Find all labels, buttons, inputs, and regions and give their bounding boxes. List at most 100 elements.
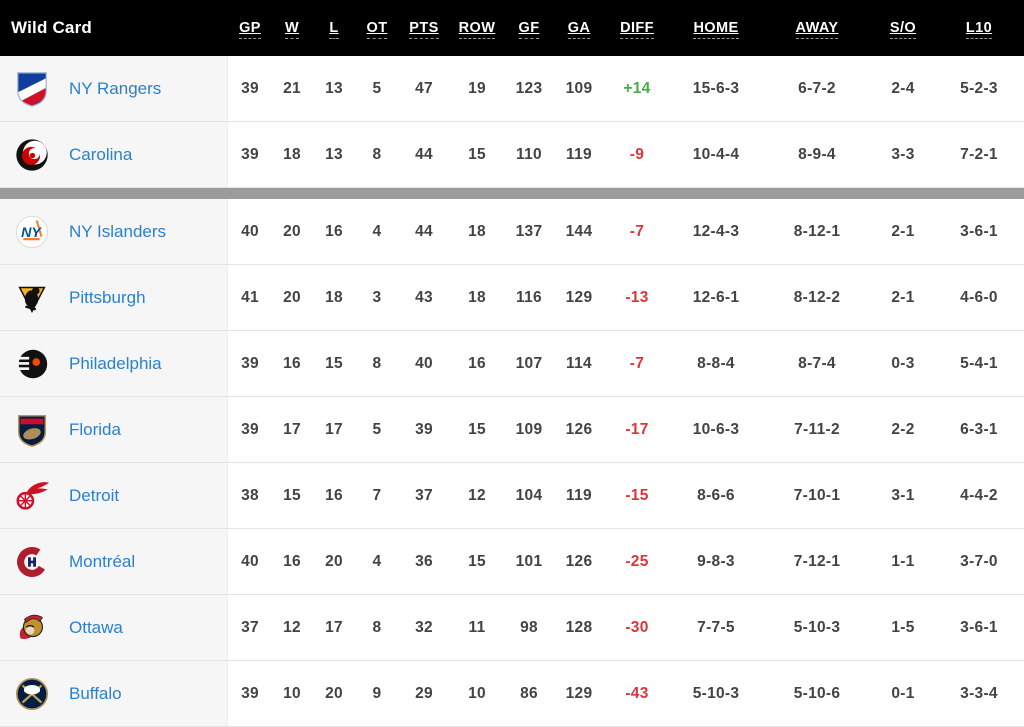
stat-row: 10 <box>468 684 486 702</box>
stat-gf: 109 <box>515 420 543 438</box>
col-header-l[interactable]: L <box>312 20 356 39</box>
stat-pts: 36 <box>415 552 433 570</box>
stat-ot: 5 <box>372 79 382 97</box>
team-link-ottawa[interactable]: Ottawa <box>69 617 123 637</box>
stat-away: 7-12-1 <box>793 552 841 570</box>
stat-ga: 129 <box>565 684 593 702</box>
col-header-gp-label[interactable]: GP <box>239 20 261 39</box>
stat-row: 11 <box>468 618 486 636</box>
col-header-home[interactable]: HOME <box>670 20 762 39</box>
stat-l: 16 <box>325 486 343 504</box>
stat-gp: 39 <box>241 145 259 163</box>
team-link-carolina[interactable]: Carolina <box>69 144 133 164</box>
col-header-ot[interactable]: OT <box>356 20 398 39</box>
table-row: Ottawa 37 12 17 8 32 11 98 128 -30 7-7-5… <box>0 595 1024 661</box>
col-header-row[interactable]: ROW <box>450 20 504 39</box>
table-row: Detroit 38 15 16 7 37 12 104 119 -15 8-6… <box>0 463 1024 529</box>
table-title: Wild Card <box>11 18 92 37</box>
team-link-pittsburgh[interactable]: Pittsburgh <box>69 287 146 307</box>
carolina-hurricanes-logo <box>13 136 51 174</box>
col-header-pts[interactable]: PTS <box>398 20 450 39</box>
col-header-pts-label[interactable]: PTS <box>409 20 439 39</box>
col-header-ot-label[interactable]: OT <box>366 20 388 39</box>
stat-w: 21 <box>283 79 301 97</box>
col-header-l10-label[interactable]: L10 <box>965 20 993 39</box>
team-cell-pittsburgh[interactable]: Pittsburgh <box>0 265 228 330</box>
stat-ot: 4 <box>372 222 382 240</box>
team-link-ny-rangers[interactable]: NY Rangers <box>69 78 162 98</box>
stat-w: 20 <box>283 222 301 240</box>
col-header-diff[interactable]: DIFF <box>604 20 670 39</box>
table-row: Florida 39 17 17 5 39 15 109 126 -17 10-… <box>0 397 1024 463</box>
detroit-red-wings-logo <box>13 477 51 515</box>
col-header-so-label[interactable]: S/O <box>889 20 917 39</box>
team-cell-montreal[interactable]: Montréal <box>0 529 228 594</box>
stat-home: 15-6-3 <box>692 79 740 97</box>
col-header-w[interactable]: W <box>272 20 312 39</box>
col-header-home-label[interactable]: HOME <box>693 20 739 39</box>
team-link-buffalo[interactable]: Buffalo <box>69 683 122 703</box>
col-header-away[interactable]: AWAY <box>762 20 872 39</box>
team-cell-philadelphia[interactable]: Philadelphia <box>0 331 228 396</box>
stat-row: 19 <box>468 79 486 97</box>
stat-pts: 39 <box>415 420 433 438</box>
stat-l10: 3-7-0 <box>960 552 998 570</box>
stat-diff: -25 <box>625 552 649 570</box>
stat-ot: 7 <box>372 486 382 504</box>
table-row: Montréal 40 16 20 4 36 15 101 126 -25 9-… <box>0 529 1024 595</box>
stat-l10: 5-2-3 <box>960 79 998 97</box>
stat-away: 8-7-4 <box>798 354 836 372</box>
stat-l10: 3-6-1 <box>960 222 998 240</box>
stat-ga: 128 <box>565 618 593 636</box>
team-link-florida[interactable]: Florida <box>69 419 121 439</box>
col-header-so[interactable]: S/O <box>872 20 934 39</box>
stat-home: 7-7-5 <box>697 618 735 636</box>
stat-ga: 114 <box>566 354 592 372</box>
stat-gp: 39 <box>241 79 259 97</box>
stat-row: 15 <box>468 145 486 163</box>
col-header-gp[interactable]: GP <box>228 20 272 39</box>
col-header-l10[interactable]: L10 <box>934 20 1024 39</box>
stat-l10: 4-6-0 <box>960 288 998 306</box>
col-header-l-label[interactable]: L <box>329 20 339 39</box>
team-cell-buffalo[interactable]: Buffalo <box>0 661 228 726</box>
col-header-ga-label[interactable]: GA <box>567 20 591 39</box>
team-link-montreal[interactable]: Montréal <box>69 551 136 571</box>
stat-so: 0-1 <box>891 684 915 702</box>
col-header-gf-label[interactable]: GF <box>518 20 540 39</box>
col-header-away-label[interactable]: AWAY <box>795 20 839 39</box>
team-link-detroit[interactable]: Detroit <box>69 485 120 505</box>
col-header-gf[interactable]: GF <box>504 20 554 39</box>
team-link-philadelphia[interactable]: Philadelphia <box>69 353 162 373</box>
buffalo-sabres-logo <box>13 675 51 713</box>
team-cell-detroit[interactable]: Detroit <box>0 463 228 528</box>
stat-diff: -15 <box>625 486 649 504</box>
stat-so: 2-1 <box>891 288 915 306</box>
stat-so: 1-1 <box>891 552 915 570</box>
team-cell-carolina[interactable]: Carolina <box>0 122 228 187</box>
stat-gp: 38 <box>241 486 259 504</box>
col-header-w-label[interactable]: W <box>284 20 300 39</box>
col-header-diff-label[interactable]: DIFF <box>620 20 654 39</box>
stat-ot: 5 <box>372 420 382 438</box>
team-cell-ny-islanders[interactable]: NY NY Islanders <box>0 199 228 264</box>
stat-l10: 4-4-2 <box>960 486 998 504</box>
stat-gf: 104 <box>515 486 543 504</box>
stat-home: 10-4-4 <box>692 145 740 163</box>
stat-l: 13 <box>325 145 343 163</box>
stat-home: 9-8-3 <box>697 552 735 570</box>
florida-panthers-logo <box>13 411 51 449</box>
col-header-row-label[interactable]: ROW <box>458 20 496 39</box>
team-cell-ny-rangers[interactable]: NY Rangers <box>0 56 228 121</box>
stat-pts: 29 <box>415 684 433 702</box>
stat-diff: -30 <box>625 618 649 636</box>
stat-gp: 39 <box>241 354 259 372</box>
col-header-ga[interactable]: GA <box>554 20 604 39</box>
team-cell-ottawa[interactable]: Ottawa <box>0 595 228 660</box>
montreal-canadiens-logo <box>13 543 51 581</box>
team-cell-florida[interactable]: Florida <box>0 397 228 462</box>
stat-ga: 129 <box>565 288 593 306</box>
team-link-ny-islanders[interactable]: NY Islanders <box>69 221 167 241</box>
stat-ot: 3 <box>372 288 382 306</box>
stat-away: 8-9-4 <box>798 145 836 163</box>
